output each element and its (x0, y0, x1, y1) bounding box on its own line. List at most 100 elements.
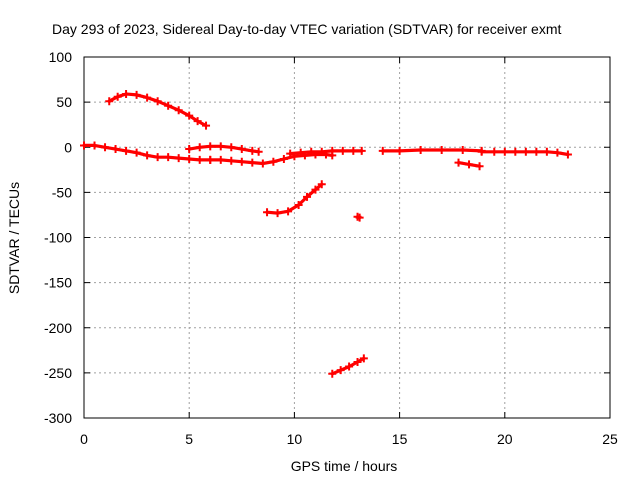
plot-frame (83, 56, 611, 419)
y-axis-label: SDTVAR / TECUs (6, 182, 22, 294)
data-point (353, 358, 362, 367)
data-point (113, 92, 122, 101)
data-point (263, 208, 272, 217)
data-point (357, 146, 366, 155)
y-tick-label: -100 (44, 230, 72, 246)
y-tick-label: -50 (52, 184, 72, 200)
y-tick-label: 100 (49, 49, 73, 65)
y-tick-label: 50 (56, 94, 72, 110)
data-point (437, 145, 446, 154)
data-point (328, 146, 337, 155)
data-point (237, 157, 246, 166)
series-arc-7 (353, 212, 364, 222)
data-point (202, 121, 211, 130)
data-point (454, 158, 463, 167)
data-point (273, 209, 282, 218)
data-point (317, 180, 326, 189)
data-point (227, 143, 236, 152)
data-point (80, 141, 88, 150)
data-point (237, 145, 246, 154)
data-point (132, 148, 141, 157)
data-point (355, 213, 364, 222)
data-point (490, 147, 499, 156)
data-point (185, 111, 194, 120)
data-point (174, 154, 183, 163)
data-point (195, 155, 204, 164)
x-tick-label: 0 (80, 431, 88, 447)
series-arc-2 (80, 141, 215, 164)
series-arc-6 (286, 146, 366, 158)
x-tick-label: 10 (287, 431, 303, 447)
data-point (532, 147, 541, 156)
data-point (174, 106, 183, 115)
series-arc-5 (263, 180, 326, 218)
data-point (195, 143, 204, 152)
data-point (521, 147, 530, 156)
data-point (132, 90, 141, 99)
data-point (477, 147, 486, 156)
data-point (465, 160, 474, 169)
data-point (475, 162, 484, 171)
data-point (216, 142, 225, 151)
data-point (553, 148, 562, 157)
data-point (164, 101, 173, 110)
y-tick-label: -150 (44, 275, 72, 291)
series-arc-3 (185, 142, 263, 156)
data-point (122, 90, 131, 99)
data-point (153, 97, 162, 106)
data-point (216, 155, 225, 164)
data-point (206, 142, 215, 151)
series-arc-10 (454, 158, 484, 171)
data-point (307, 147, 316, 156)
data-point (284, 207, 293, 216)
data-point (185, 145, 194, 154)
data-point (317, 147, 326, 156)
data-point (143, 93, 152, 102)
data-point (90, 141, 99, 150)
x-tick-label: 20 (497, 431, 513, 447)
data-point (349, 146, 358, 155)
data-point (227, 156, 236, 165)
data-point (185, 154, 194, 163)
x-tick-label: 5 (185, 431, 193, 447)
series-arc-11 (477, 147, 572, 159)
data-point (286, 149, 295, 158)
x-axis-label: GPS time / hours (291, 458, 398, 474)
y-tick-label: -250 (44, 365, 72, 381)
grid-lines (84, 57, 610, 418)
data-point (101, 143, 110, 152)
x-tick-label: 15 (392, 431, 408, 447)
data-point (279, 154, 288, 163)
data-point (311, 185, 320, 194)
y-tick-label: -300 (44, 410, 72, 426)
data-point (500, 147, 509, 156)
data-point (416, 145, 425, 154)
data-point (296, 148, 305, 157)
data-point (258, 159, 267, 168)
data-point (164, 153, 173, 162)
data-point (254, 147, 263, 156)
series-arc-4 (206, 150, 337, 168)
series-arc-1 (105, 90, 211, 130)
data-point (345, 362, 354, 371)
data-point (248, 158, 257, 167)
data-point (193, 117, 202, 126)
data-point (359, 354, 368, 363)
data-point (122, 146, 131, 155)
data-point (336, 366, 345, 375)
data-point (269, 157, 278, 166)
data-point (105, 97, 114, 106)
data-point (395, 146, 404, 155)
x-tick-label: 25 (602, 431, 618, 447)
data-point (303, 192, 312, 201)
data-point (563, 150, 572, 159)
data-point (294, 201, 303, 210)
data-series (80, 90, 572, 378)
chart-title: Day 293 of 2023, Sidereal Day-to-day VTE… (52, 21, 561, 37)
data-point (542, 147, 551, 156)
data-point (378, 146, 387, 155)
data-point (338, 146, 347, 155)
data-point (458, 145, 467, 154)
data-point (511, 147, 520, 156)
